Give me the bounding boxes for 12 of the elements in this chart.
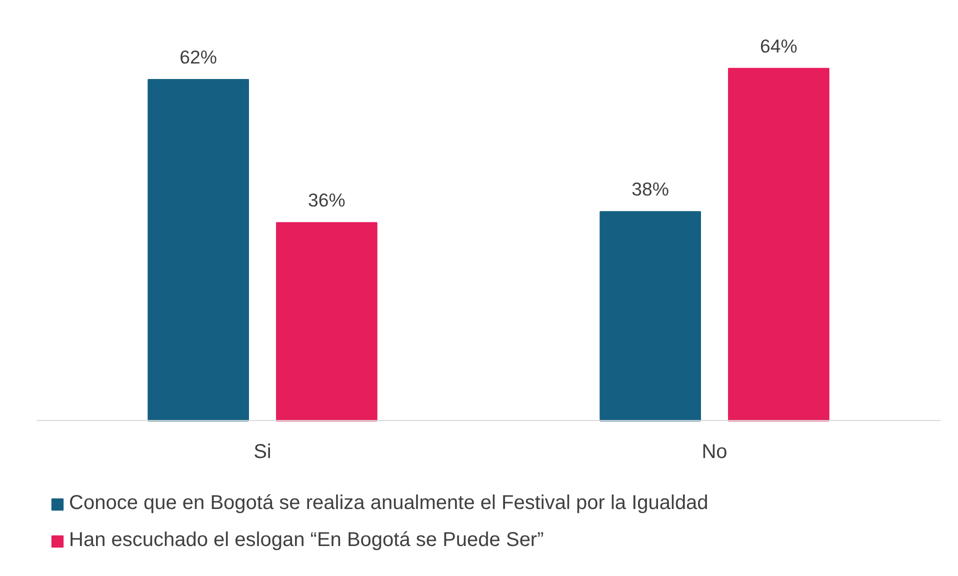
data-label: 38% [632,178,669,200]
bar [728,68,830,422]
data-label: 64% [760,35,798,56]
data-label: 62% [180,46,217,68]
legend-label: Conoce que en Bogotá se realiza anualmente el Festival por la Igualdad [69,492,708,515]
data-label: 36% [308,190,346,211]
x-tick-label: Si [254,440,272,463]
bar [148,78,249,422]
bar [276,222,378,422]
bar [600,211,701,422]
x-tick-label: No [702,440,728,463]
legend-label: Han escuchado el eslogan “En Bogotá se Puede Ser” [69,529,544,552]
